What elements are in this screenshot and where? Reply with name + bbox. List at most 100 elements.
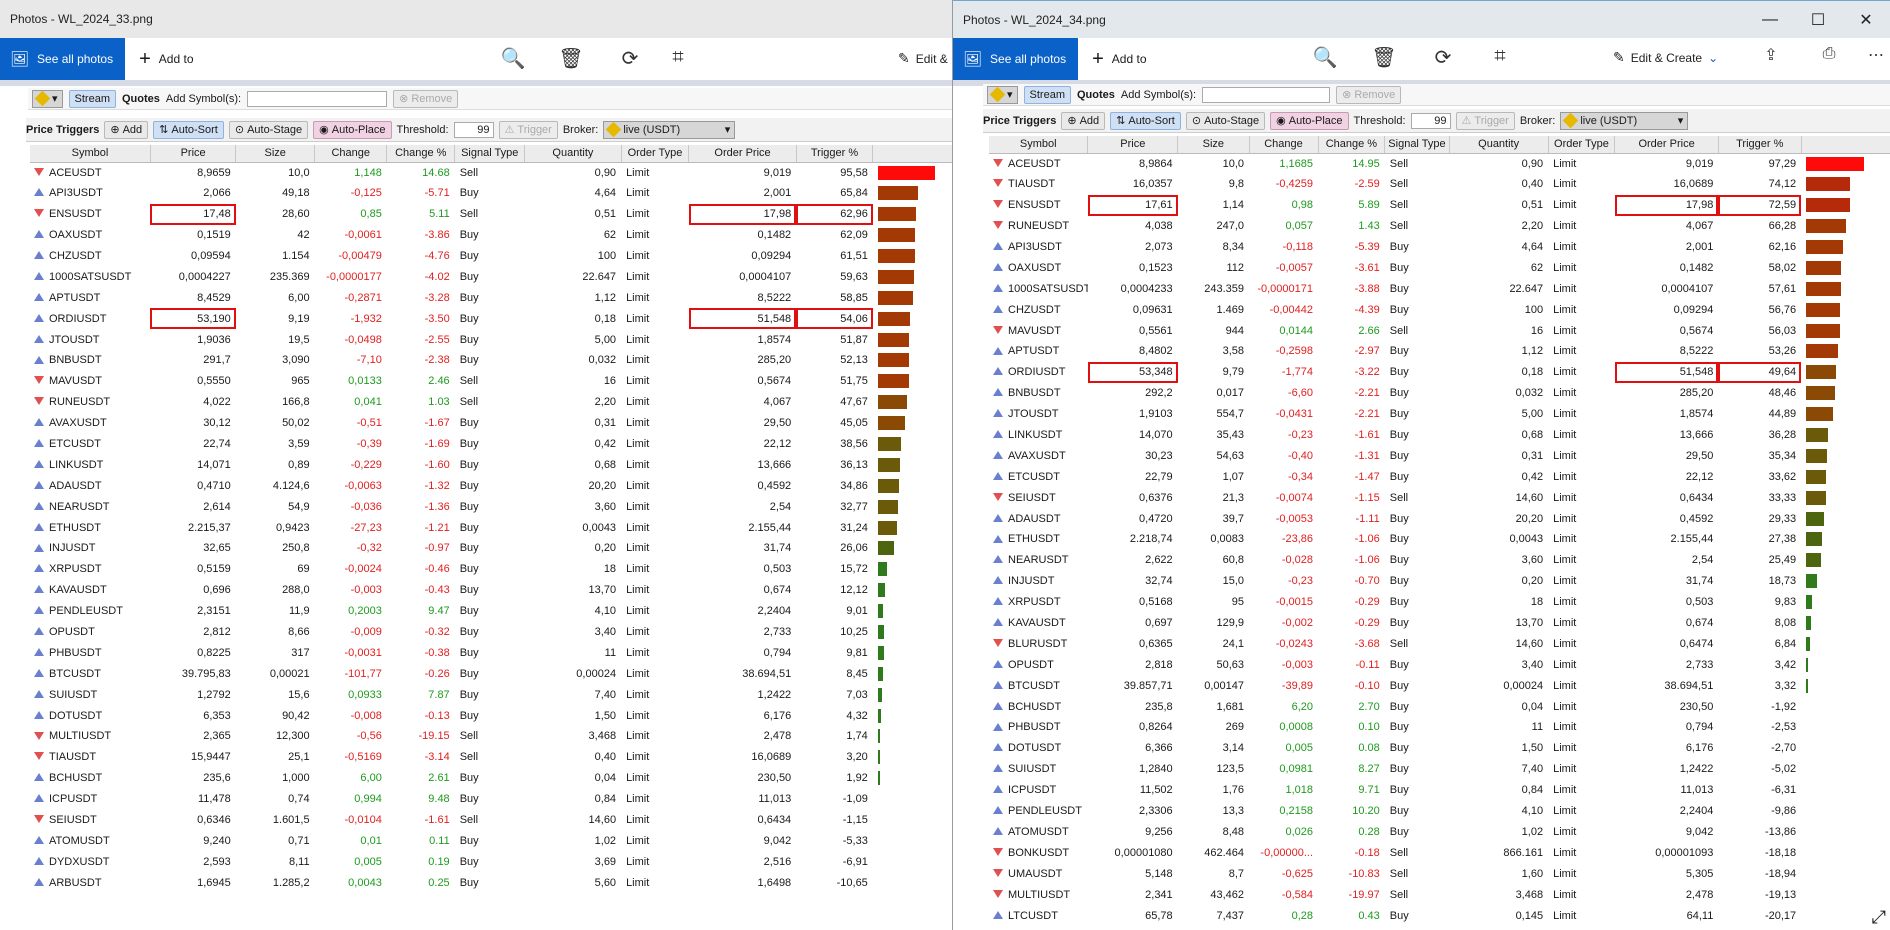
table-row[interactable]: BONKUSDT 0,00001080 462.464 -0,00000... -0.1… — [989, 842, 1890, 863]
table-row[interactable]: XRPUSDT 0,5159 69 -0,0024 -0.46 Buy 18 Limit 0,5… — [30, 559, 955, 580]
trash-icon[interactable]: 🗑 — [1371, 47, 1397, 69]
table-row[interactable]: BCHUSDT 235,6 1,000 6,00 2.61 Buy 0,04 Limit 230… — [30, 768, 955, 789]
table-row[interactable]: ETCUSDT 22,79 1,07 -0,34 -1.47 Buy 0,42 Limit 22… — [989, 466, 1890, 487]
table-row[interactable]: BNBUSDT 292,2 0,017 -6,60 -2.21 Buy 0,032 Limit… — [989, 383, 1890, 404]
remove-button[interactable]: ⊗ Remove — [393, 89, 459, 108]
auto-stage-button[interactable]: ⊙ Auto-Stage — [228, 120, 309, 139]
edit-button[interactable]: ✎ Edit & — [898, 50, 948, 67]
column-header[interactable]: Symbol — [989, 136, 1089, 154]
add-symbols-input[interactable] — [1202, 86, 1331, 103]
table-row[interactable]: PENDLEUSDT 2,3151 11,9 0,2003 9.47 Buy 4,10 Lim… — [30, 601, 955, 622]
table-row[interactable]: CHZUSDT 0,09594 1.154 -0,00479 -4.76 Buy 100 Li… — [30, 246, 955, 267]
table-row[interactable]: NEARUSDT 2,614 54,9 -0,036 -1.36 Buy 3,60 Limit… — [30, 496, 955, 517]
table-row[interactable]: TIAUSDT 15,9447 25,1 -0,5169 -3.14 Sell 0,40 Li… — [30, 747, 955, 768]
table-row[interactable]: ETCUSDT 22,74 3,59 -0,39 -1.69 Buy 0,42 Limit 22… — [30, 434, 955, 455]
table-row[interactable]: ATOMUSDT 9,240 0,71 0,01 0.11 Buy 1,02 Limit 9,0… — [30, 831, 955, 852]
stream-button[interactable]: Stream — [68, 89, 116, 108]
table-row[interactable]: APTUSDT 8,4802 3,58 -0,2598 -2.97 Buy 1,12 Limi… — [989, 341, 1890, 362]
column-header[interactable]: Size — [235, 145, 316, 163]
column-header[interactable]: Quantity — [1449, 136, 1549, 154]
add-to-button[interactable]: + Add to — [1078, 48, 1146, 71]
add-trigger-button[interactable]: ⊕ Add — [1061, 111, 1106, 130]
table-row[interactable]: KAVAUSDT 0,696 288,0 -0,003 -0.43 Buy 13,70 Lim… — [30, 580, 955, 601]
column-header[interactable]: Size — [1177, 136, 1250, 154]
zoom-in-icon[interactable]: 🔍 — [1312, 47, 1338, 69]
table-row[interactable]: PENDLEUSDT 2,3306 13,3 0,2158 10.20 Buy 4,10 Li… — [989, 801, 1890, 822]
trigger-button[interactable]: ⚠ Trigger — [1455, 111, 1515, 130]
table-row[interactable]: XRPUSDT 0,5168 95 -0,0015 -0.29 Buy 18 Limit 0,5… — [989, 592, 1890, 613]
table-row[interactable]: LTCUSDT 65,78 7,437 0,28 0.43 Buy 0,145 Limit 64… — [989, 905, 1890, 926]
table-row[interactable]: BCHUSDT 235,8 1,681 6,20 2.70 Buy 0,04 Limit 230… — [989, 696, 1890, 717]
table-row[interactable]: SEIUSDT 0,6376 21,3 -0,0074 -1.15 Sell 14,60 Li… — [989, 487, 1890, 508]
broker-select[interactable]: live (USDT) ▾ — [1560, 111, 1689, 130]
threshold-input[interactable]: 99 — [453, 121, 494, 138]
share-icon[interactable]: ⇪ — [1764, 47, 1778, 64]
table-row[interactable]: INJUSDT 32,65 250,8 -0,32 -0.97 Buy 0,20 Limit 3… — [30, 538, 955, 559]
table-row[interactable]: OPUSDT 2,818 50,63 -0,003 -0.11 Buy 3,40 Limit 2… — [989, 654, 1890, 675]
see-all-photos-button[interactable]: 🖼 See all photos — [953, 38, 1079, 80]
table-row[interactable]: 1000SATSUSDT 0,0004227 235.369 -0,0000177 -4… — [30, 266, 955, 287]
add-to-button[interactable]: + Add to — [125, 48, 193, 71]
close-icon[interactable]: ✕ — [1859, 12, 1873, 29]
auto-sort-button[interactable]: ⇅ Auto-Sort — [153, 120, 224, 139]
column-header[interactable]: Price — [150, 145, 237, 163]
table-row[interactable]: OAXUSDT 0,1519 42 -0,0061 -3.86 Buy 62 Limit 0,1… — [30, 225, 955, 246]
column-header[interactable]: Order Price — [688, 145, 797, 163]
resize-handle-icon[interactable]: ⤢ — [1871, 907, 1886, 927]
table-row[interactable]: API3USDT 2,066 49,18 -0,125 -5.71 Buy 4,64 Limi… — [30, 183, 955, 204]
column-header[interactable]: Price — [1087, 136, 1179, 154]
column-header[interactable]: Change — [314, 145, 388, 163]
table-row[interactable]: ACEUSDT 8,9659 10,0 1,148 14.68 Sell 0,90 Limit… — [30, 162, 955, 183]
table-row[interactable]: RUNEUSDT 4,022 166,8 0,041 1.03 Sell 2,20 Limit… — [30, 392, 955, 413]
auto-stage-button[interactable]: ⊙ Auto-Stage — [1185, 111, 1266, 130]
table-row[interactable]: APTUSDT 8,4529 6,00 -0,2871 -3.28 Buy 1,12 Limi… — [30, 287, 955, 308]
logo-dropdown[interactable]: ▾ — [987, 85, 1018, 104]
remove-button[interactable]: ⊗ Remove — [1336, 85, 1402, 104]
trash-icon[interactable]: 🗑 — [558, 48, 584, 70]
logo-dropdown[interactable]: ▾ — [32, 89, 63, 108]
table-row[interactable]: ENSUSDT 17,61 1,14 0,98 5.89 Sell 0,51 Limit 17,… — [989, 194, 1890, 216]
table-row[interactable]: INJUSDT 32,74 15,0 -0,23 -0.70 Buy 0,20 Limit 31… — [989, 571, 1890, 592]
table-row[interactable]: ORDIUSDT 53,190 9,19 -1,932 -3.50 Buy 0,18 Limi… — [30, 308, 955, 330]
table-row[interactable]: ICPUSDT 11,478 0,74 0,994 9.48 Buy 0,84 Limit 11… — [30, 789, 955, 810]
table-row[interactable]: DOTUSDT 6,353 90,42 -0,008 -0.13 Buy 1,50 Limit… — [30, 705, 955, 726]
column-header[interactable]: Change — [1249, 136, 1319, 154]
table-row[interactable]: ETHUSDT 2.215,37 0,9423 -27,23 -1.21 Buy 0,004… — [30, 517, 955, 538]
table-row[interactable]: PHBUSDT 0,8264 269 0,0008 0.10 Buy 11 Limit 0,79… — [989, 717, 1890, 738]
print-icon[interactable]: ⎙ — [1822, 45, 1836, 62]
column-header[interactable]: Trigger % — [796, 145, 874, 163]
table-row[interactable]: LINKUSDT 14,070 35,43 -0,23 -1.61 Buy 0,68 Limi… — [989, 425, 1890, 446]
table-row[interactable]: NEARUSDT 2,622 60,8 -0,028 -1.06 Buy 3,60 Limit… — [989, 550, 1890, 571]
trigger-button[interactable]: ⚠ Trigger — [498, 120, 558, 139]
table-row[interactable]: AVAXUSDT 30,12 50,02 -0,51 -1.67 Buy 0,31 Limit… — [30, 413, 955, 434]
table-row[interactable]: ENSUSDT 17,48 28,60 0,85 5.11 Sell 0,51 Limit 17… — [30, 203, 955, 225]
table-row[interactable]: ATOMUSDT 9,256 8,48 0,026 0.28 Buy 1,02 Limit 9,… — [989, 822, 1890, 843]
table-row[interactable]: BTCUSDT 39.795,83 0,00021 -101,77 -0.26 Buy 0,… — [30, 663, 955, 684]
table-row[interactable]: API3USDT 2,073 8,34 -0,118 -5.39 Buy 4,64 Limit… — [989, 237, 1890, 258]
table-row[interactable]: ETHUSDT 2.218,74 0,0083 -23,86 -1.06 Buy 0,004… — [989, 529, 1890, 550]
table-row[interactable]: DOTUSDT 6,366 3,14 0,005 0.08 Buy 1,50 Limit 6,1… — [989, 738, 1890, 759]
table-row[interactable]: MULTIUSDT 2,341 43,462 -0,584 -19.97 Sell 3,46… — [989, 884, 1890, 905]
add-trigger-button[interactable]: ⊕ Add — [104, 120, 149, 139]
crop-icon[interactable]: ⌗ — [672, 46, 684, 68]
table-row[interactable]: 1000SATSUSDT 0,0004233 243.359 -0,0000171 -3… — [989, 278, 1890, 299]
table-row[interactable]: RUNEUSDT 4,038 247,0 0,057 1.43 Sell 2,20 Limit… — [989, 216, 1890, 237]
table-row[interactable]: DYDXUSDT 2,593 8,11 0,005 0.19 Buy 3,69 Limit 2,… — [30, 851, 955, 872]
column-header[interactable]: Trigger % — [1718, 136, 1802, 154]
table-row[interactable]: ORDIUSDT 53,348 9,79 -1,774 -3.22 Buy 0,18 Limi… — [989, 361, 1890, 383]
column-header[interactable]: Symbol — [30, 145, 151, 163]
table-row[interactable]: ADAUSDT 0,4710 4.124,6 -0,0063 -1.32 Buy 20,20… — [30, 475, 955, 496]
table-row[interactable]: AVAXUSDT 30,23 54,63 -0,40 -1.31 Buy 0,31 Limit… — [989, 445, 1890, 466]
crop-icon[interactable]: ⌗ — [1494, 45, 1506, 67]
column-header[interactable]: Order Type — [621, 145, 690, 163]
table-row[interactable]: SUIUSDT 1,2840 123,5 0,0981 8.27 Buy 7,40 Limit… — [989, 759, 1890, 780]
table-row[interactable]: BNBUSDT 291,7 3,090 -7,10 -2.38 Buy 0,032 Limit… — [30, 350, 955, 371]
rotate-icon[interactable]: ⟳ — [621, 48, 639, 70]
maximize-icon[interactable]: ☐ — [1810, 12, 1826, 29]
table-row[interactable]: MAVUSDT 0,5561 944 0,0144 2.66 Sell 16 Limit 0,5… — [989, 320, 1890, 341]
auto-sort-button[interactable]: ⇅ Auto-Sort — [1110, 111, 1181, 130]
column-header[interactable]: Signal Type — [454, 145, 526, 163]
table-row[interactable]: SUIUSDT 1,2792 15,6 0,0933 7.87 Buy 7,40 Limit 1… — [30, 684, 955, 705]
broker-select[interactable]: live (USDT) ▾ — [603, 120, 736, 139]
column-header[interactable]: Quantity — [524, 145, 622, 163]
